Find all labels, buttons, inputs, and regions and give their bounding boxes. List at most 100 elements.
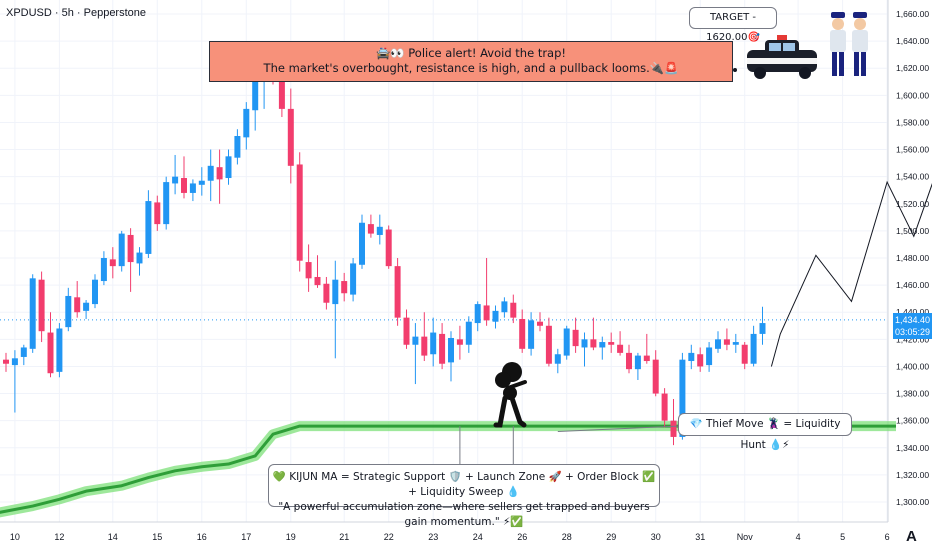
candle-body	[198, 180, 205, 185]
candle-body	[661, 393, 668, 421]
candle-body	[350, 263, 357, 295]
candle-body	[359, 222, 365, 265]
police-officer-icon	[830, 12, 846, 76]
y-tick-label: 1,320.00	[896, 470, 929, 480]
candle-body	[537, 321, 543, 326]
projection-path	[770, 180, 932, 367]
x-tick-label: 28	[562, 532, 572, 542]
kijun-ma-callout[interactable]: 💚 KIJUN MA = Strategic Support 🛡️ + Laun…	[268, 464, 660, 528]
candle-body	[608, 342, 615, 345]
x-tick-label: 6	[885, 532, 890, 542]
target-callout[interactable]: TARGET - 1620.00🎯	[689, 7, 777, 43]
y-tick-label: 1,360.00	[896, 416, 929, 426]
y-tick-label: 1,580.00	[896, 117, 929, 127]
candle-body	[332, 279, 339, 305]
candle-body	[3, 359, 9, 364]
y-tick-label: 1,620.00	[896, 63, 929, 73]
candle-body	[430, 332, 437, 355]
candle-body	[439, 333, 446, 364]
candle-body	[305, 262, 312, 279]
candle-body	[688, 352, 695, 362]
x-tick-label: 21	[339, 532, 349, 542]
x-tick-label: 10	[10, 532, 20, 542]
candle-body	[341, 281, 348, 294]
thief-move-callout[interactable]: 💎 Thief Move 🦹 = Liquidity Hunt 💧⚡	[678, 413, 852, 451]
symbol-header[interactable]: XPDUSD · 5h · Pepperstone	[6, 7, 147, 19]
candle-body	[252, 79, 259, 111]
x-tick-label: 22	[384, 532, 394, 542]
candle-body	[456, 339, 463, 345]
candle-body	[367, 224, 374, 234]
x-tick-label: 4	[796, 532, 801, 542]
candle-body	[385, 229, 392, 267]
candle-body	[47, 332, 54, 374]
candle-body	[118, 233, 125, 267]
x-tick-label: Nov	[737, 532, 754, 542]
y-tick-label: 1,640.00	[896, 36, 929, 46]
x-tick-label: 16	[197, 532, 207, 542]
tradingview-logo[interactable]: A	[906, 528, 917, 545]
candle-body	[572, 329, 579, 347]
candle-body	[109, 259, 116, 267]
y-tick-label: 1,600.00	[896, 90, 929, 100]
candle-body	[626, 352, 632, 370]
y-tick-label: 1,460.00	[896, 280, 929, 290]
candle-body	[545, 325, 552, 364]
candle-body	[234, 136, 241, 158]
police-officer-icon	[852, 12, 868, 76]
alert-line-2: The market's overbought, resistance is h…	[263, 61, 679, 75]
y-tick-label: 1,380.00	[896, 389, 929, 399]
bar-countdown-label: 03:05:29	[894, 327, 931, 337]
candle-body	[172, 176, 179, 184]
candle-body	[643, 355, 650, 362]
y-tick-label: 1,540.00	[896, 172, 929, 182]
kijun-line-2: "A powerful accumulation zone—where sell…	[278, 501, 650, 528]
candle-body	[599, 342, 606, 348]
thief-icon	[493, 362, 527, 428]
x-tick-label: 30	[651, 532, 661, 542]
y-tick-label: 1,420.00	[896, 334, 929, 344]
candle-body	[590, 339, 597, 348]
candle-body	[750, 333, 757, 364]
candle-body	[581, 339, 588, 348]
candle-body	[225, 156, 232, 179]
y-tick-label: 1,400.00	[896, 361, 929, 371]
kijun-ma-line	[0, 424, 896, 514]
candle-body	[38, 279, 45, 332]
candle-body	[296, 164, 303, 261]
y-tick-label: 1,300.00	[896, 497, 929, 507]
candle-body	[145, 201, 152, 254]
candle-body	[314, 276, 321, 286]
x-tick-label: 14	[108, 532, 118, 542]
candle-body	[715, 339, 721, 349]
x-tick-label: 15	[152, 532, 162, 542]
thief-pointer	[557, 425, 679, 433]
x-tick-label: 19	[286, 532, 296, 542]
candle-body	[163, 182, 170, 225]
candle-body	[278, 80, 285, 109]
police-alert-callout[interactable]: 🚔👀 Police alert! Avoid the trap! The mar…	[209, 41, 733, 82]
candle-body	[697, 354, 704, 367]
x-tick-label: 23	[428, 532, 438, 542]
y-tick-label: 1,440.00	[896, 307, 929, 317]
candle-body	[376, 226, 383, 235]
current-price-label: 1,434.40	[894, 315, 931, 325]
current-price-tag: 1,434.40 03:05:29	[893, 313, 932, 339]
candle-body	[65, 295, 72, 328]
candle-body	[243, 108, 250, 138]
candle-body	[181, 178, 187, 193]
candle-body	[207, 165, 214, 181]
candle-body	[679, 359, 686, 437]
candle-body	[670, 420, 677, 437]
x-tick-label: 31	[695, 532, 705, 542]
x-tick-label: 12	[54, 532, 64, 542]
x-tick-label: 29	[606, 532, 616, 542]
candle-body	[92, 279, 98, 305]
candle-body	[483, 305, 490, 321]
candle-body	[74, 297, 81, 313]
candle-body	[136, 252, 143, 264]
candle-body	[56, 328, 63, 372]
candle-body	[741, 344, 748, 364]
